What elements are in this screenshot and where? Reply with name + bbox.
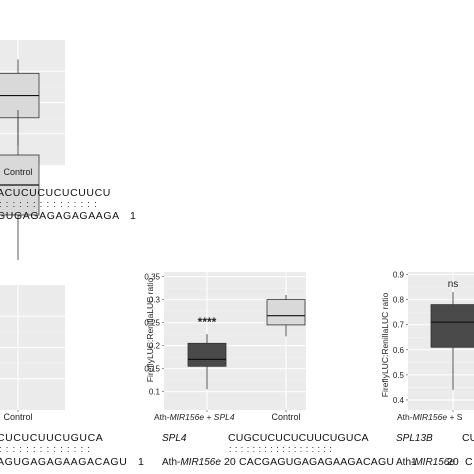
y-tick-label: 0.1 xyxy=(149,388,161,397)
chart-marks xyxy=(0,59,474,390)
y-tick-label: 0.4 xyxy=(393,396,405,405)
bl-mirna-sequence: AGUGAGAGAAGACAGU xyxy=(0,456,127,468)
bl-target-sequence: CUCUCUUCUGUCA xyxy=(0,432,103,444)
panel-background xyxy=(164,272,306,410)
y-tick-label: 0.35 xyxy=(144,273,160,282)
chart-panels: 0.1 0.15 0.2 0.25 0.3 0.35 0.4 0.5 0.6 0.7 0.8 0.9 xyxy=(0,40,474,412)
y-tick-label: 0.8 xyxy=(393,296,405,305)
bm-mirna-sequence: CACGAGUGAGAGAAGACAGU xyxy=(239,456,394,468)
x-tick-label-control-middle: Control xyxy=(271,412,300,422)
x-tick-label-mir156e-spl4: Ath-MIR156e + SPL4 xyxy=(154,412,235,422)
bm-pairing-marks: : : : : : : : : : : : : : : : : : : xyxy=(229,444,332,454)
box-iqr xyxy=(430,304,474,348)
top-pairing-marks: : : : : : : : : : : : : : : : xyxy=(0,199,98,209)
br-mirna-start: 20 xyxy=(447,456,459,468)
y-tick-label: 0.7 xyxy=(393,321,405,330)
y-tick-label: 0.2 xyxy=(149,342,161,351)
bm-target-sequence: CUGCUCUCUCUUCUGUCA xyxy=(228,432,369,444)
x-tick-label-control-bottom-left: Control xyxy=(3,412,32,422)
bl-mirna-end: 1 xyxy=(138,456,144,468)
bm-gene-name: SPL4 xyxy=(162,433,187,444)
bm-mirna-start: 20 xyxy=(224,456,236,468)
significance-ns: ns xyxy=(448,279,459,290)
top-mirna-sequence: GUGAGAGAGAGAAGA xyxy=(0,210,120,222)
y-tick-label: 0.9 xyxy=(393,271,405,280)
y-tick-label: 0.6 xyxy=(393,346,405,355)
y-tick-label: 0.15 xyxy=(144,365,160,374)
y-axis-label-middle: FireflyLUC:RenillaLUC ratio xyxy=(145,278,155,383)
br-target-sequence: CU xyxy=(462,432,474,444)
br-mirna-sequence: C xyxy=(465,456,473,468)
bm-mirna-name: Ath-MIR156e xyxy=(162,457,221,468)
br-mirna-name: Ath-MIR156e xyxy=(396,457,455,468)
x-tick-label-control-top: Control xyxy=(3,167,32,177)
bl-pairing-marks: : : : : : : : : : : : : : : xyxy=(0,444,91,454)
y-tick-label: 0.25 xyxy=(144,319,160,328)
significance-stars: **** xyxy=(198,315,217,329)
box-iqr xyxy=(187,342,227,367)
bm-mirna-end: 1 xyxy=(411,456,417,468)
box-iqr xyxy=(266,299,306,326)
y-tick-label: 0.3 xyxy=(149,296,161,305)
top-mirna-end: 1 xyxy=(130,210,136,222)
y-tick-label: 0.5 xyxy=(393,371,405,380)
x-tick-label-mir156e-spl13b: Ath-MIR156e + S xyxy=(397,412,463,422)
y-axis-label-right: FireflyLUC:RenillaLUC ratio xyxy=(380,293,390,398)
top-target-sequence: ACUCUCUCUCUUCU xyxy=(0,187,111,199)
br-gene-name: SPL13B xyxy=(396,433,433,444)
